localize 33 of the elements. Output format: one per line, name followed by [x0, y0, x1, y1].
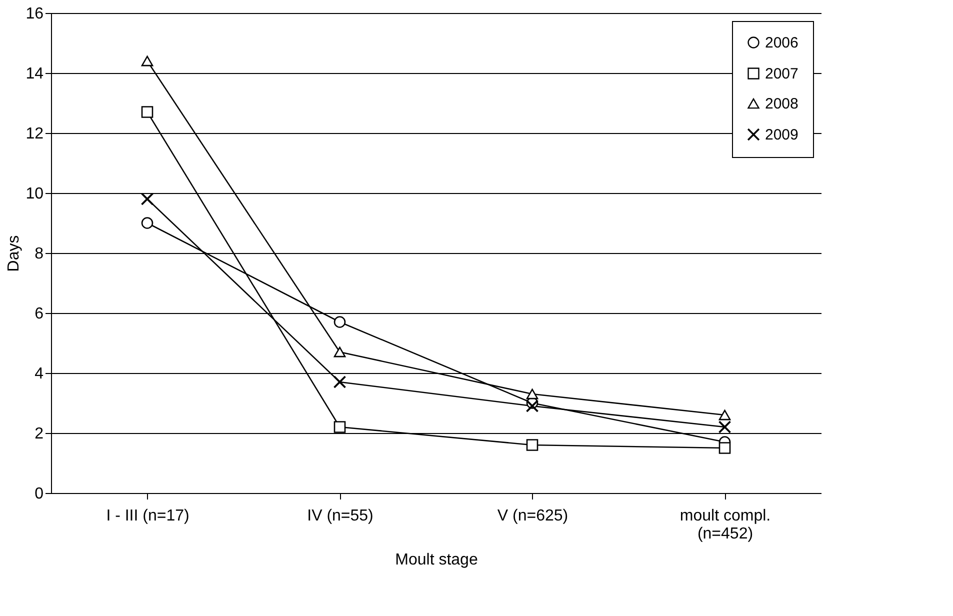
y-tick-label: 4 [34, 366, 44, 382]
point [526, 439, 538, 451]
point [334, 316, 346, 328]
legend-label: 2007 [765, 66, 798, 82]
point [718, 410, 731, 420]
y-tick-label: 14 [26, 66, 44, 82]
x-tick-label: I - III (n=17) [106, 508, 190, 524]
y-tick-label: 0 [34, 486, 44, 502]
point [141, 217, 154, 229]
x-tick-label: moult compl. (n=452) [680, 508, 771, 542]
point [141, 56, 154, 66]
x-axis-title: Moult stage [395, 552, 478, 568]
point [526, 400, 538, 412]
y-axis-title: Days [6, 235, 23, 272]
point [141, 106, 154, 118]
y-tick-label: 12 [26, 126, 44, 142]
point [718, 442, 731, 454]
legend-label: 2008 [765, 96, 798, 112]
y-tick-label: 10 [26, 186, 44, 202]
y-tick-label: 6 [34, 306, 44, 322]
point [526, 388, 538, 400]
legend-label: 2006 [765, 34, 798, 52]
point [334, 346, 346, 358]
x-tick-label: IV (n=55) [307, 508, 374, 524]
x-tick-label: V (n=625) [497, 508, 568, 524]
y-tick-label: 8 [34, 246, 44, 262]
point [334, 421, 346, 433]
legend-label: 2009 [765, 126, 798, 144]
point [141, 193, 154, 205]
point [334, 376, 346, 388]
point [718, 421, 731, 433]
y-tick-label: 2 [34, 426, 44, 442]
y-tick-label: 16 [26, 6, 44, 22]
